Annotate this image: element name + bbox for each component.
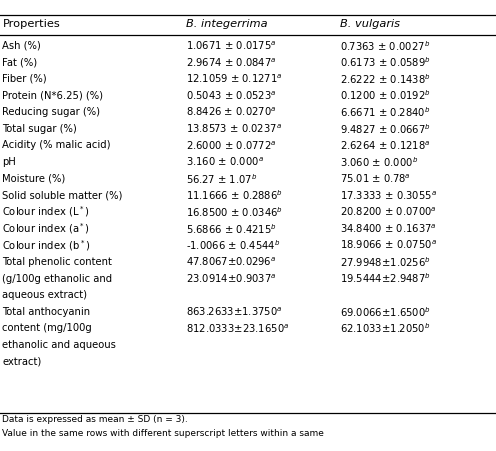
Text: Total anthocyanin: Total anthocyanin — [2, 306, 91, 316]
Text: 2.9674 ± 0.0847$^a$: 2.9674 ± 0.0847$^a$ — [186, 56, 277, 69]
Text: Value in the same rows with different superscript letters within a same: Value in the same rows with different su… — [2, 428, 324, 437]
Text: 69.0066±1.6500$^b$: 69.0066±1.6500$^b$ — [340, 304, 431, 318]
Text: Protein (N*6.25) (%): Protein (N*6.25) (%) — [2, 90, 104, 101]
Text: 17.3333 ± 0.3055$^a$: 17.3333 ± 0.3055$^a$ — [340, 189, 437, 201]
Text: extract): extract) — [2, 356, 42, 366]
Text: 3.160 ± 0.000$^a$: 3.160 ± 0.000$^a$ — [186, 156, 264, 168]
Text: 47.8067±0.0296$^a$: 47.8067±0.0296$^a$ — [186, 255, 276, 267]
Text: 34.8400 ± 0.1637$^a$: 34.8400 ± 0.1637$^a$ — [340, 222, 436, 235]
Text: 23.0914±0.9037$^a$: 23.0914±0.9037$^a$ — [186, 272, 277, 284]
Text: 2.6222 ± 0.1438$^b$: 2.6222 ± 0.1438$^b$ — [340, 72, 431, 86]
Text: Total sugar (%): Total sugar (%) — [2, 124, 77, 133]
Text: 27.9948±1.0256$^b$: 27.9948±1.0256$^b$ — [340, 254, 431, 268]
Text: 8.8426 ± 0.0270$^a$: 8.8426 ± 0.0270$^a$ — [186, 106, 276, 118]
Text: Fiber (%): Fiber (%) — [2, 74, 47, 84]
Text: 20.8200 ± 0.0700$^a$: 20.8200 ± 0.0700$^a$ — [340, 205, 436, 218]
Text: B. vulgaris: B. vulgaris — [340, 18, 400, 29]
Text: Moisture (%): Moisture (%) — [2, 173, 66, 184]
Text: Reducing sugar (%): Reducing sugar (%) — [2, 107, 101, 117]
Text: Acidity (% malic acid): Acidity (% malic acid) — [2, 140, 111, 150]
Text: 18.9066 ± 0.0750$^a$: 18.9066 ± 0.0750$^a$ — [340, 239, 437, 251]
Text: 56.27 ± 1.07$^b$: 56.27 ± 1.07$^b$ — [186, 171, 257, 185]
Text: Solid soluble matter (%): Solid soluble matter (%) — [2, 190, 123, 200]
Text: 19.5444±2.9487$^b$: 19.5444±2.9487$^b$ — [340, 271, 431, 285]
Text: 3.060 ± 0.000$^b$: 3.060 ± 0.000$^b$ — [340, 155, 418, 169]
Text: Colour index (a$^*$): Colour index (a$^*$) — [2, 221, 91, 235]
Text: 812.0333±23.1650$^a$: 812.0333±23.1650$^a$ — [186, 322, 289, 334]
Text: 1.0671 ± 0.0175$^a$: 1.0671 ± 0.0175$^a$ — [186, 39, 277, 52]
Text: (g/100g ethanolic and: (g/100g ethanolic and — [2, 273, 113, 283]
Text: 863.2633±1.3750$^a$: 863.2633±1.3750$^a$ — [186, 305, 283, 318]
Text: 75.01 ± 0.78$^a$: 75.01 ± 0.78$^a$ — [340, 172, 411, 184]
Text: 16.8500 ± 0.0346$^b$: 16.8500 ± 0.0346$^b$ — [186, 205, 283, 218]
Text: Total phenolic content: Total phenolic content — [2, 256, 113, 267]
Text: aqueous extract): aqueous extract) — [2, 290, 87, 299]
Text: 5.6866 ± 0.4215$^b$: 5.6866 ± 0.4215$^b$ — [186, 221, 277, 235]
Text: Properties: Properties — [2, 18, 60, 29]
Text: -1.0066 ± 0.4544$^b$: -1.0066 ± 0.4544$^b$ — [186, 238, 281, 252]
Text: Fat (%): Fat (%) — [2, 57, 38, 67]
Text: 6.6671 ± 0.2840$^b$: 6.6671 ± 0.2840$^b$ — [340, 105, 430, 119]
Text: Data is expressed as mean ± SD (n = 3).: Data is expressed as mean ± SD (n = 3). — [2, 414, 188, 423]
Text: 11.1666 ± 0.2886$^b$: 11.1666 ± 0.2886$^b$ — [186, 188, 283, 202]
Text: 9.4827 ± 0.0667$^b$: 9.4827 ± 0.0667$^b$ — [340, 122, 431, 135]
Text: 0.1200 ± 0.0192$^b$: 0.1200 ± 0.0192$^b$ — [340, 88, 431, 102]
Text: ethanolic and aqueous: ethanolic and aqueous — [2, 339, 117, 350]
Text: 0.6173 ± 0.0589$^b$: 0.6173 ± 0.0589$^b$ — [340, 55, 431, 69]
Text: 12.1059 ± 0.1271$^a$: 12.1059 ± 0.1271$^a$ — [186, 73, 283, 85]
Text: Ash (%): Ash (%) — [2, 41, 41, 51]
Text: Colour index (L$^*$): Colour index (L$^*$) — [2, 204, 90, 219]
Text: 2.6000 ± 0.0772$^a$: 2.6000 ± 0.0772$^a$ — [186, 139, 277, 152]
Text: 0.5043 ± 0.0523$^a$: 0.5043 ± 0.0523$^a$ — [186, 89, 277, 101]
Text: content (mg/100g: content (mg/100g — [2, 323, 92, 333]
Text: 13.8573 ± 0.0237$^a$: 13.8573 ± 0.0237$^a$ — [186, 122, 282, 135]
Text: 62.1033±1.2050$^b$: 62.1033±1.2050$^b$ — [340, 321, 430, 335]
Text: 2.6264 ± 0.1218$^a$: 2.6264 ± 0.1218$^a$ — [340, 139, 431, 152]
Text: pH: pH — [2, 157, 16, 167]
Text: B. integerrima: B. integerrima — [186, 18, 268, 29]
Text: Colour index (b$^*$): Colour index (b$^*$) — [2, 237, 91, 252]
Text: 0.7363 ± 0.0027$^b$: 0.7363 ± 0.0027$^b$ — [340, 39, 430, 52]
